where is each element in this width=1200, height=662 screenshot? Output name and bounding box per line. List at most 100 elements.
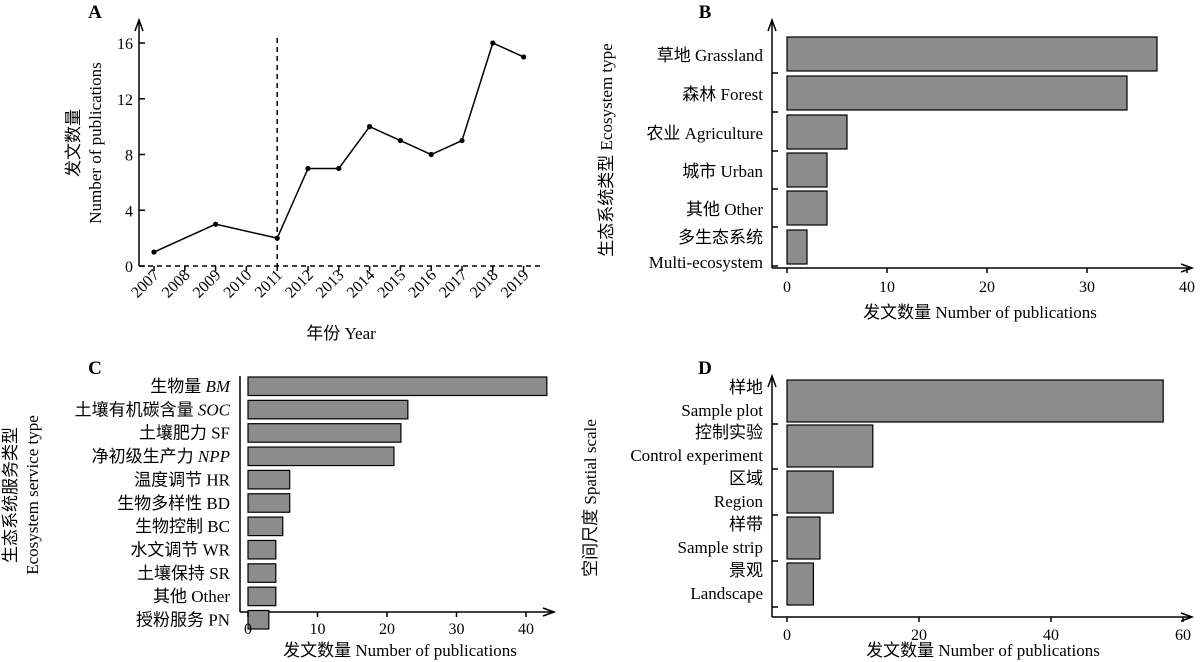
panel-a-data-point	[336, 165, 342, 172]
panel-c-category-label-text: 生物量	[150, 377, 205, 396]
panel-c-category-label: 授粉服务 PN	[136, 611, 230, 630]
panel-d-x-tick-label: 0	[783, 627, 791, 644]
panel-c-category-label-text: 土壤有机碳含量	[75, 399, 198, 419]
panel-c-category-label: 土壤保持 SR	[137, 563, 231, 583]
panel-b-x-tick-label: 10	[879, 279, 895, 296]
panel-c-category-label-abbr: BM	[205, 377, 230, 396]
panel-d-category-label: 区域	[729, 469, 763, 488]
panel-b-category-label: 草地 Grassland	[657, 46, 764, 65]
panel-a-x-tick-label: 2013	[313, 267, 348, 302]
panel-b-category-label: 其他 Other	[686, 200, 763, 219]
panel-b-bar	[786, 190, 828, 226]
panel-d-x-arrow	[1180, 612, 1195, 622]
panel-b: B 草地 Grassland 森林 Forest 农业 Agriculture 城市 …	[597, 2, 1195, 322]
panel-d-category-label-en: Landscape	[690, 584, 763, 603]
panel-c-bar	[247, 609, 270, 630]
panel-d-category-label-en: Sample strip	[678, 538, 763, 557]
panel-b-x-tick-label: 40	[1179, 279, 1195, 296]
panel-a-y-axis-title-en: Number of publications	[86, 62, 105, 223]
panel-d-x-tick-label: 60	[1175, 627, 1191, 644]
panel-c-x-tick-label: 10	[310, 621, 326, 638]
panel-c-category-label-text: 生物多样性 BD	[117, 494, 230, 513]
panel-d-label: D	[698, 358, 712, 379]
panel-c-category-label: 土壤肥力 SF	[139, 423, 230, 443]
panel-a-y-axis-title-cn: 发文数量	[64, 109, 83, 177]
panel-c-category-label-text: 授粉服务 PN	[136, 611, 230, 630]
panel-c-x-tick-label: 20	[379, 621, 395, 638]
panel-a-x-tick-label: 2010	[221, 267, 256, 302]
panel-a-data-point	[305, 165, 311, 172]
panel-a-data-point	[521, 54, 527, 60]
panel-d: D 样地 Sample plot 控制实验 Control experiment 区域 R…	[581, 358, 1195, 660]
panel-d-y-arrow	[767, 373, 777, 388]
panel-d-x-tick-label: 40	[1043, 627, 1059, 644]
panel-c-bar	[247, 399, 409, 420]
panel-a-x-tick-label: 2019	[498, 267, 533, 302]
panel-c-bar	[247, 446, 395, 467]
panel-d-category-label-en: Region	[714, 492, 764, 511]
panel-c-x-tick-label: 30	[449, 621, 465, 638]
panel-c-bar	[247, 563, 277, 583]
panel-a-x-tick-label: 2015	[375, 267, 410, 302]
panel-d-x-axis-title: 发文数量 Number of publications	[866, 641, 1100, 660]
panel-d-bar	[786, 562, 814, 606]
panel-d-category-label-en: Sample plot	[681, 401, 763, 420]
panel-d-bar	[786, 470, 834, 514]
panel-c: C 生物量 BM 土壤有机碳含量 SOC 土壤肥力 SF 净初级生产力 NPP 温度调节…	[1, 358, 557, 660]
panel-c-x-arrow	[542, 607, 557, 617]
panel-d-category-label: 样地	[729, 378, 763, 397]
panel-c-y-axis-title-cn: 生态系统服务类型	[1, 427, 20, 563]
panel-a-series-line	[153, 41, 524, 253]
panel-b-category-label: 森林 Forest	[682, 85, 763, 104]
panel-a-x-tick-label: 2011	[252, 267, 286, 301]
panel-a-data-point	[151, 249, 157, 255]
panel-c-bar	[247, 493, 291, 513]
panel-d-category-label-en: Control experiment	[630, 446, 763, 465]
panel-a-data-point	[397, 137, 403, 144]
panel-a-label: A	[88, 2, 102, 23]
panel-c-label: C	[88, 358, 102, 379]
panel-d-x-tick-label: 20	[911, 627, 927, 644]
panel-c-category-label-text: 温度调节 HR	[134, 470, 231, 489]
panel-c-category-label: 净初级生产力 NPP	[92, 447, 230, 466]
panel-c-category-label: 生物多样性 BD	[117, 494, 230, 513]
panel-b-category-label: 城市 Urban	[682, 162, 763, 181]
panel-a-x-tick-label: 2009	[190, 267, 225, 302]
panel-a-data-point	[459, 137, 465, 144]
panel-b-x-tick-label: 20	[979, 279, 995, 296]
panel-a-x-tick-label: 2008	[159, 267, 194, 302]
panel-b-bar	[786, 36, 1158, 72]
panel-a-x-tick-label: 2007	[128, 267, 163, 302]
panel-d-category-label: 样带	[729, 515, 763, 534]
panel-b-bar	[786, 152, 828, 188]
panel-b-x-axis-title: 发文数量 Number of publications	[863, 303, 1097, 322]
panel-c-y-axis-title-en: Ecosystem service type	[23, 415, 42, 575]
panel-c-x-tick-label: 40	[518, 621, 534, 638]
panel-c-category-label: 水文调节 WR	[130, 540, 230, 559]
panel-b-category-label: 农业 Agriculture	[646, 124, 763, 143]
panel-d-bar	[786, 424, 874, 468]
panel-b-y-axis-title: 生态系统类型 Ecosystem type	[597, 43, 616, 256]
panel-a-data-point	[367, 124, 373, 130]
panel-b-bar	[786, 114, 848, 150]
panel-a-data-point	[274, 235, 280, 241]
panel-c-category-label: 其他 Other	[153, 587, 230, 606]
panel-a-data-point	[428, 151, 434, 158]
panel-b-x-tick-label: 0	[783, 279, 791, 296]
panel-b-x-arrow	[1180, 263, 1195, 273]
panel-c-category-label-text: 水文调节 WR	[130, 540, 230, 559]
panel-d-category-label: 景观	[729, 561, 763, 580]
panel-a-y-tick-label: 0	[125, 259, 133, 276]
panel-c-category-label: 生物量 BM	[150, 377, 231, 396]
panel-c-category-label: 生物控制 BC	[135, 517, 230, 536]
panel-c-bar	[247, 516, 284, 537]
panel-b-category-label-en: Multi-ecosystem	[649, 253, 763, 272]
panel-c-bar	[247, 469, 291, 490]
panel-a-y-arrow	[134, 17, 144, 32]
panel-b-bar	[786, 75, 1128, 111]
panel-c-bar	[247, 539, 277, 560]
panel-c-category-label-text: 其他 Other	[153, 587, 230, 606]
panel-c-category-label-abbr: SOC	[198, 400, 231, 419]
panel-b-y-arrow	[767, 17, 777, 32]
